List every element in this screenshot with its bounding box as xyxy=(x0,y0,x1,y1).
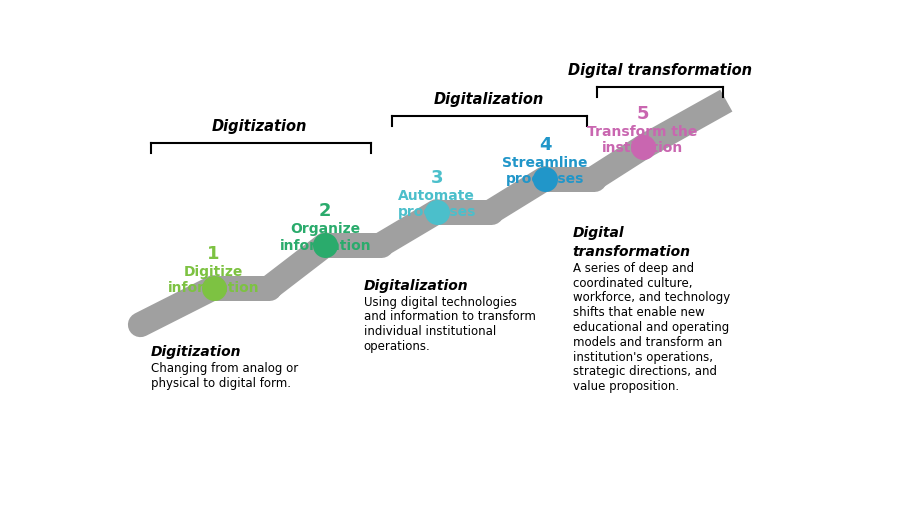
Text: physical to digital form.: physical to digital form. xyxy=(151,376,291,389)
Text: coordinated culture,: coordinated culture, xyxy=(573,276,692,289)
Text: individual institutional: individual institutional xyxy=(364,325,496,338)
Text: Changing from analog or: Changing from analog or xyxy=(151,361,298,374)
Text: Digitization: Digitization xyxy=(151,344,241,359)
Text: Organize
information: Organize information xyxy=(279,222,371,252)
Text: institution's operations,: institution's operations, xyxy=(573,350,713,363)
Text: models and transform an: models and transform an xyxy=(573,335,722,348)
Text: Transform the
institution: Transform the institution xyxy=(588,125,698,155)
Text: Digital: Digital xyxy=(573,226,625,240)
Text: educational and operating: educational and operating xyxy=(573,320,729,333)
Text: 4: 4 xyxy=(539,136,551,154)
Text: 1: 1 xyxy=(207,245,220,263)
Text: Digital transformation: Digital transformation xyxy=(568,63,752,78)
Text: Digitization: Digitization xyxy=(212,119,307,134)
Text: Digitalization: Digitalization xyxy=(434,91,544,107)
Text: Digitize
information: Digitize information xyxy=(167,265,259,295)
Text: Streamline
processes: Streamline processes xyxy=(502,156,588,186)
Text: strategic directions, and: strategic directions, and xyxy=(573,365,716,378)
Text: value proposition.: value proposition. xyxy=(573,379,679,392)
Text: A series of deep and: A series of deep and xyxy=(573,261,694,274)
Text: Automate
processes: Automate processes xyxy=(398,189,476,219)
Text: workforce, and technology: workforce, and technology xyxy=(573,291,730,304)
Text: 2: 2 xyxy=(319,202,331,220)
Text: 5: 5 xyxy=(636,105,649,123)
Text: shifts that enable new: shifts that enable new xyxy=(573,306,705,319)
Text: Digitalization: Digitalization xyxy=(364,278,468,292)
Text: operations.: operations. xyxy=(364,339,430,352)
Text: transformation: transformation xyxy=(573,244,691,259)
Text: 3: 3 xyxy=(430,169,443,187)
Text: Using digital technologies: Using digital technologies xyxy=(364,295,517,308)
Text: and information to transform: and information to transform xyxy=(364,310,536,323)
